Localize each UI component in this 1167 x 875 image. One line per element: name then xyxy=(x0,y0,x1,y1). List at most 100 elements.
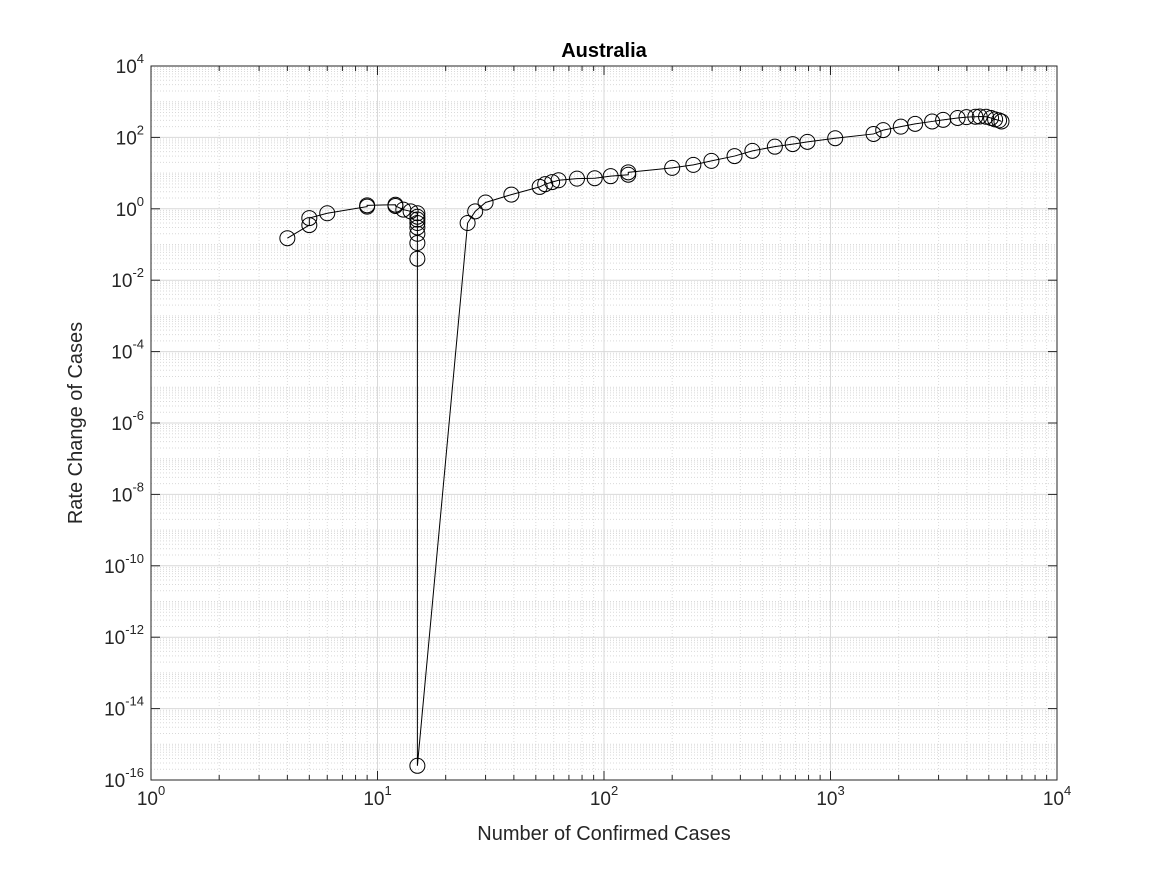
data-point xyxy=(279,230,296,247)
y-tick-label-exponent: 2 xyxy=(137,122,144,137)
data-point xyxy=(726,148,743,165)
x-tick-label-exponent: 3 xyxy=(837,783,844,798)
data-point xyxy=(409,211,426,228)
y-tick-label-base: 10 xyxy=(116,128,137,149)
y-tick-label-base: 10 xyxy=(111,414,132,435)
data-point xyxy=(602,168,619,185)
y-tick-labels: 10-1610-1410-1210-1010-810-610-410-21001… xyxy=(104,51,144,792)
y-tick-label-exponent: -2 xyxy=(132,265,144,280)
data-point xyxy=(703,152,720,169)
data-point xyxy=(799,133,816,150)
data-point xyxy=(409,757,426,774)
y-tick-label-exponent: 4 xyxy=(137,51,144,66)
x-tick-label: 103 xyxy=(816,783,844,810)
y-tick-label-exponent: -4 xyxy=(132,337,144,352)
data-point xyxy=(409,208,426,225)
y-tick-label-base: 10 xyxy=(104,771,125,792)
data-point xyxy=(766,138,783,155)
y-tick-label: 10-6 xyxy=(111,408,144,435)
data-point xyxy=(924,113,941,130)
x-tick-labels: 100 101 102 103 104 xyxy=(137,783,1071,810)
y-tick-label: 102 xyxy=(116,122,144,149)
series-markers-group xyxy=(279,108,1010,774)
x-tick-label-exponent: 4 xyxy=(1064,783,1071,798)
y-tick-label-base: 10 xyxy=(104,557,125,578)
y-tick-label: 10-8 xyxy=(111,479,144,506)
data-point xyxy=(301,217,318,234)
y-tick-label-base: 10 xyxy=(116,57,137,78)
y-tick-label-base: 10 xyxy=(111,271,132,292)
x-tick-label-base: 10 xyxy=(137,789,158,810)
y-axis-label: Rate Change of Cases xyxy=(65,322,87,524)
y-tick-label-exponent: -6 xyxy=(132,408,144,423)
data-point xyxy=(544,174,561,191)
y-tick-label-exponent: -14 xyxy=(125,694,144,709)
data-point xyxy=(409,250,426,267)
data-point xyxy=(907,115,924,132)
y-tick-label-exponent: -16 xyxy=(125,765,144,780)
x-tick-label: 101 xyxy=(363,783,391,810)
data-point xyxy=(586,170,603,187)
y-tick-label-exponent: -8 xyxy=(132,479,144,494)
data-point xyxy=(477,194,494,211)
data-point xyxy=(744,142,761,159)
x-tick-label-base: 10 xyxy=(363,789,384,810)
y-tick-label-exponent: -12 xyxy=(125,622,144,637)
x-tick-label: 104 xyxy=(1043,783,1071,810)
y-tick-label-base: 10 xyxy=(104,628,125,649)
x-tick-label: 102 xyxy=(590,783,618,810)
data-point xyxy=(949,109,966,126)
data-point xyxy=(409,219,426,236)
data-point xyxy=(459,215,476,232)
data-point xyxy=(569,170,585,187)
y-tick-label: 10-14 xyxy=(104,694,144,721)
data-point xyxy=(301,210,318,227)
x-tick-label-base: 10 xyxy=(590,789,611,810)
data-point xyxy=(409,235,426,252)
data-point xyxy=(409,215,426,232)
data-point xyxy=(991,112,1008,129)
data-point xyxy=(467,203,484,220)
y-tick-label-exponent: 0 xyxy=(137,194,144,209)
x-tick-label-base: 10 xyxy=(1043,789,1064,810)
chart-title: Australia xyxy=(561,40,647,62)
data-point xyxy=(993,113,1010,130)
data-point xyxy=(875,122,892,139)
y-tick-label: 10-10 xyxy=(104,551,144,578)
data-point xyxy=(827,130,844,147)
data-point xyxy=(958,109,975,126)
data-point xyxy=(664,159,681,176)
y-tick-label: 10-16 xyxy=(104,765,144,792)
y-tick-label-base: 10 xyxy=(116,200,137,221)
y-tick-label: 10-2 xyxy=(111,265,144,292)
data-point xyxy=(359,197,376,214)
data-point xyxy=(550,172,567,189)
data-point xyxy=(971,108,988,125)
y-tick-label: 10-4 xyxy=(111,337,144,364)
y-tick-label: 104 xyxy=(116,51,144,78)
data-point xyxy=(409,205,426,222)
y-tick-label-base: 10 xyxy=(104,700,125,721)
x-tick-label-exponent: 2 xyxy=(611,783,618,798)
data-point xyxy=(865,125,882,142)
x-axis-label: Number of Confirmed Cases xyxy=(477,823,730,845)
data-point xyxy=(620,164,637,181)
y-tick-label-exponent: -10 xyxy=(125,551,144,566)
y-tick-label: 100 xyxy=(116,194,144,221)
x-tick-label: 100 xyxy=(137,783,165,810)
data-point xyxy=(503,186,520,203)
data-point xyxy=(387,197,404,214)
data-point xyxy=(319,205,336,222)
data-point xyxy=(685,156,702,173)
axis-ticks xyxy=(150,65,1058,781)
data-point xyxy=(409,225,426,242)
data-point xyxy=(967,108,984,125)
y-tick-label: 10-12 xyxy=(104,622,144,649)
y-tick-label-base: 10 xyxy=(111,343,132,364)
x-tick-label-exponent: 1 xyxy=(384,783,391,798)
y-tick-label-base: 10 xyxy=(111,485,132,506)
x-tick-label-exponent: 0 xyxy=(158,783,165,798)
x-tick-label-base: 10 xyxy=(816,789,837,810)
